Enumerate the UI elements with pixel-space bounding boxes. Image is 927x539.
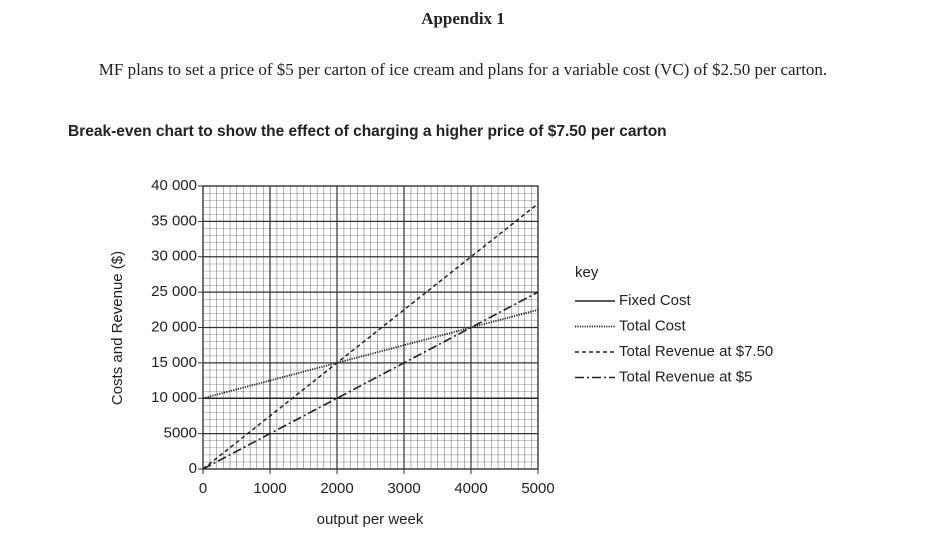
y-tick-label: 10 000 (151, 389, 197, 406)
y-tick-label: 5000 (164, 425, 197, 442)
series-line (202, 203, 539, 470)
x-tick-label: 5000 (521, 480, 554, 497)
y-tick-label: 40 000 (151, 177, 197, 194)
legend-label: Total Cost (619, 317, 687, 334)
y-tick-label: 15 000 (151, 354, 197, 371)
y-tick-label: 35 000 (151, 212, 197, 229)
x-axis-label: output per week (317, 511, 424, 528)
x-tick-label: 4000 (454, 480, 487, 497)
intro-text: MF plans to set a price of $5 per carton… (99, 60, 827, 79)
legend-label: Total Revenue at $7.50 (619, 343, 773, 360)
y-axis-label: Costs and Revenue ($) (109, 251, 126, 405)
plot-frame (202, 185, 539, 470)
appendix-title: Appendix 1 (421, 9, 505, 28)
legend-label: Fixed Cost (619, 292, 692, 309)
legend-label: Total Revenue at $5 (619, 368, 752, 385)
x-tick-label: 2000 (320, 480, 353, 497)
x-tick-label: 0 (199, 480, 207, 497)
chart-title: Break-even chart to show the effect of c… (68, 123, 667, 140)
x-tick-label: 1000 (253, 480, 286, 497)
y-tick-label: 25 000 (151, 283, 197, 300)
y-tick-label: 20 000 (151, 318, 197, 335)
series-line (202, 308, 539, 400)
series-line (202, 291, 539, 470)
x-tick-label: 3000 (387, 480, 420, 497)
y-tick-label: 30 000 (151, 248, 197, 265)
legend-title: key (575, 264, 599, 281)
y-tick-label: 0 (189, 460, 197, 477)
